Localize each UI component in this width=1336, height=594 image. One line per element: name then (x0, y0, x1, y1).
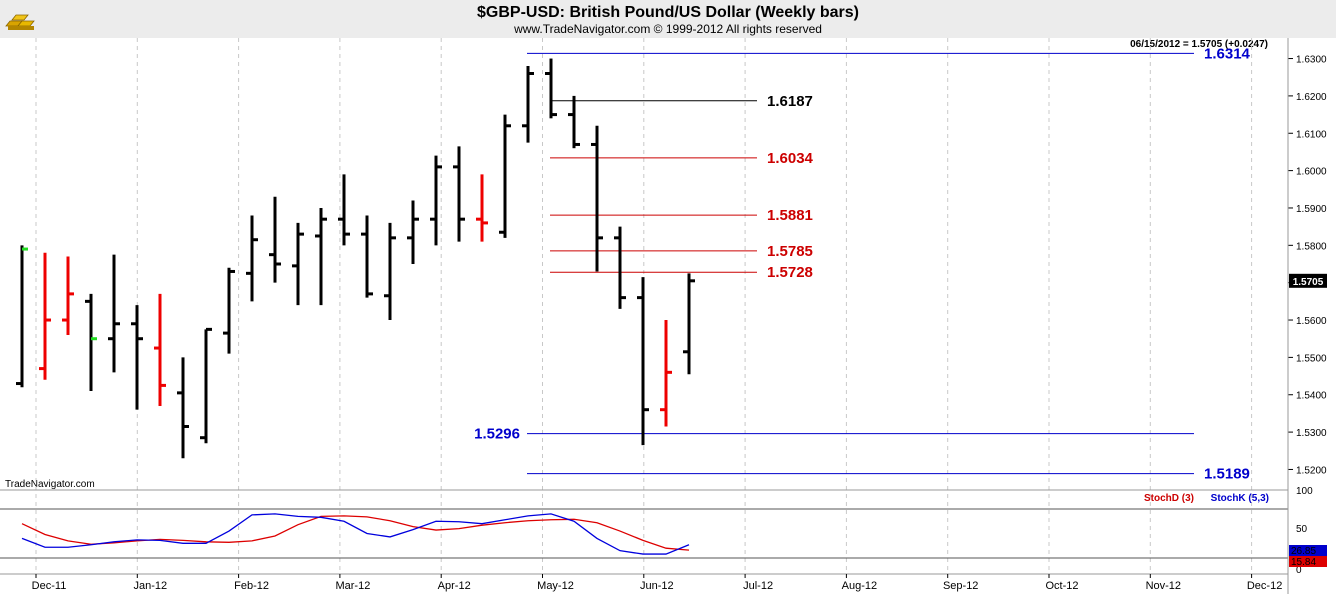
x-tick-label: Apr-12 (438, 580, 471, 592)
x-tick-label: Dec-12 (1247, 580, 1282, 592)
y-tick-label: 1.5300 (1296, 428, 1327, 439)
level-label: 1.6187 (767, 93, 813, 110)
y-tick-label: 1.5200 (1296, 465, 1327, 476)
x-tick-label: Oct-12 (1045, 580, 1078, 592)
date-axis: Dec-11 Jan-12 Feb-12 Mar-12 Apr-12 May-12 Jun-… (32, 574, 1282, 592)
y-tick-label: 1.5800 (1296, 241, 1327, 252)
y-tick-label: 1.5400 (1296, 391, 1327, 402)
price-bars (16, 58, 695, 459)
y-tick-label: 1.5900 (1296, 204, 1327, 215)
y-tick-label: 1.6200 (1296, 92, 1327, 103)
stoch-d-legend: StochD (3) (1144, 493, 1194, 504)
x-tick-label: Jun-12 (640, 580, 674, 592)
quote-readout: 06/15/2012 = 1.5705 (+0.0247) (1130, 39, 1268, 50)
last-price-label: 1.5705 (1293, 277, 1324, 288)
y-tick-label: 1.5600 (1296, 316, 1327, 327)
gold-bars-icon (5, 14, 35, 30)
level-label: 1.6314 (1204, 45, 1251, 62)
last-price-tag (1289, 273, 1327, 288)
y-tick-label: 1.6000 (1296, 167, 1327, 178)
header-band (0, 0, 1336, 38)
chart-subtitle: www.TradeNavigator.com © 1999-2012 All r… (513, 22, 822, 36)
y-tick-label: 1.6300 (1296, 55, 1327, 66)
stoch-d-line (21, 515, 690, 551)
x-tick-label: Aug-12 (842, 580, 877, 592)
stoch-tick-label: 100 (1296, 486, 1313, 497)
level-label: 1.5189 (1204, 466, 1250, 483)
level-label: 1.5728 (767, 264, 813, 281)
x-tick-label: Sep-12 (943, 580, 978, 592)
stoch-k-tag (1289, 545, 1327, 556)
stoch-tick-label: 0 (1296, 565, 1302, 576)
stoch-k-line (21, 513, 690, 555)
x-tick-label: May-12 (537, 580, 574, 592)
level-label: 1.5881 (767, 207, 813, 224)
level-label: 1.6034 (767, 150, 814, 167)
y-tick-label: 1.5500 (1296, 353, 1327, 364)
x-tick-label: Mar-12 (335, 580, 370, 592)
stoch-k-legend: StochK (5,3) (1211, 493, 1269, 504)
x-tick-label: Jan-12 (133, 580, 167, 592)
x-tick-label: Dec-11 (32, 580, 67, 592)
stoch-d-tag (1289, 556, 1327, 567)
stoch-d-value: 15.84 (1291, 557, 1316, 568)
watermark: TradeNavigator.com (5, 479, 95, 490)
fib-levels: 1.6314 1.6187 1.6034 1.5881 1.5785 1.5728 1.52… (474, 45, 1250, 482)
x-tick-label: Jul-12 (743, 580, 773, 592)
x-tick-label: Feb-12 (234, 580, 269, 592)
x-tick-label: Nov-12 (1146, 580, 1181, 592)
level-label: 1.5785 (767, 243, 813, 260)
stoch-k-value: 26.85 (1291, 546, 1316, 557)
main-grid (35, 38, 1253, 574)
level-label: 1.5296 (474, 426, 520, 443)
stoch-tick-label: 50 (1296, 524, 1308, 535)
price-axis: 1.6300 1.6200 1.6100 1.6000 1.5900 1.5800 1.57… (1288, 55, 1327, 476)
y-tick-label: 1.6100 (1296, 129, 1327, 140)
chart-title: $GBP-USD: British Pound/US Dollar (Weekl… (477, 4, 859, 21)
